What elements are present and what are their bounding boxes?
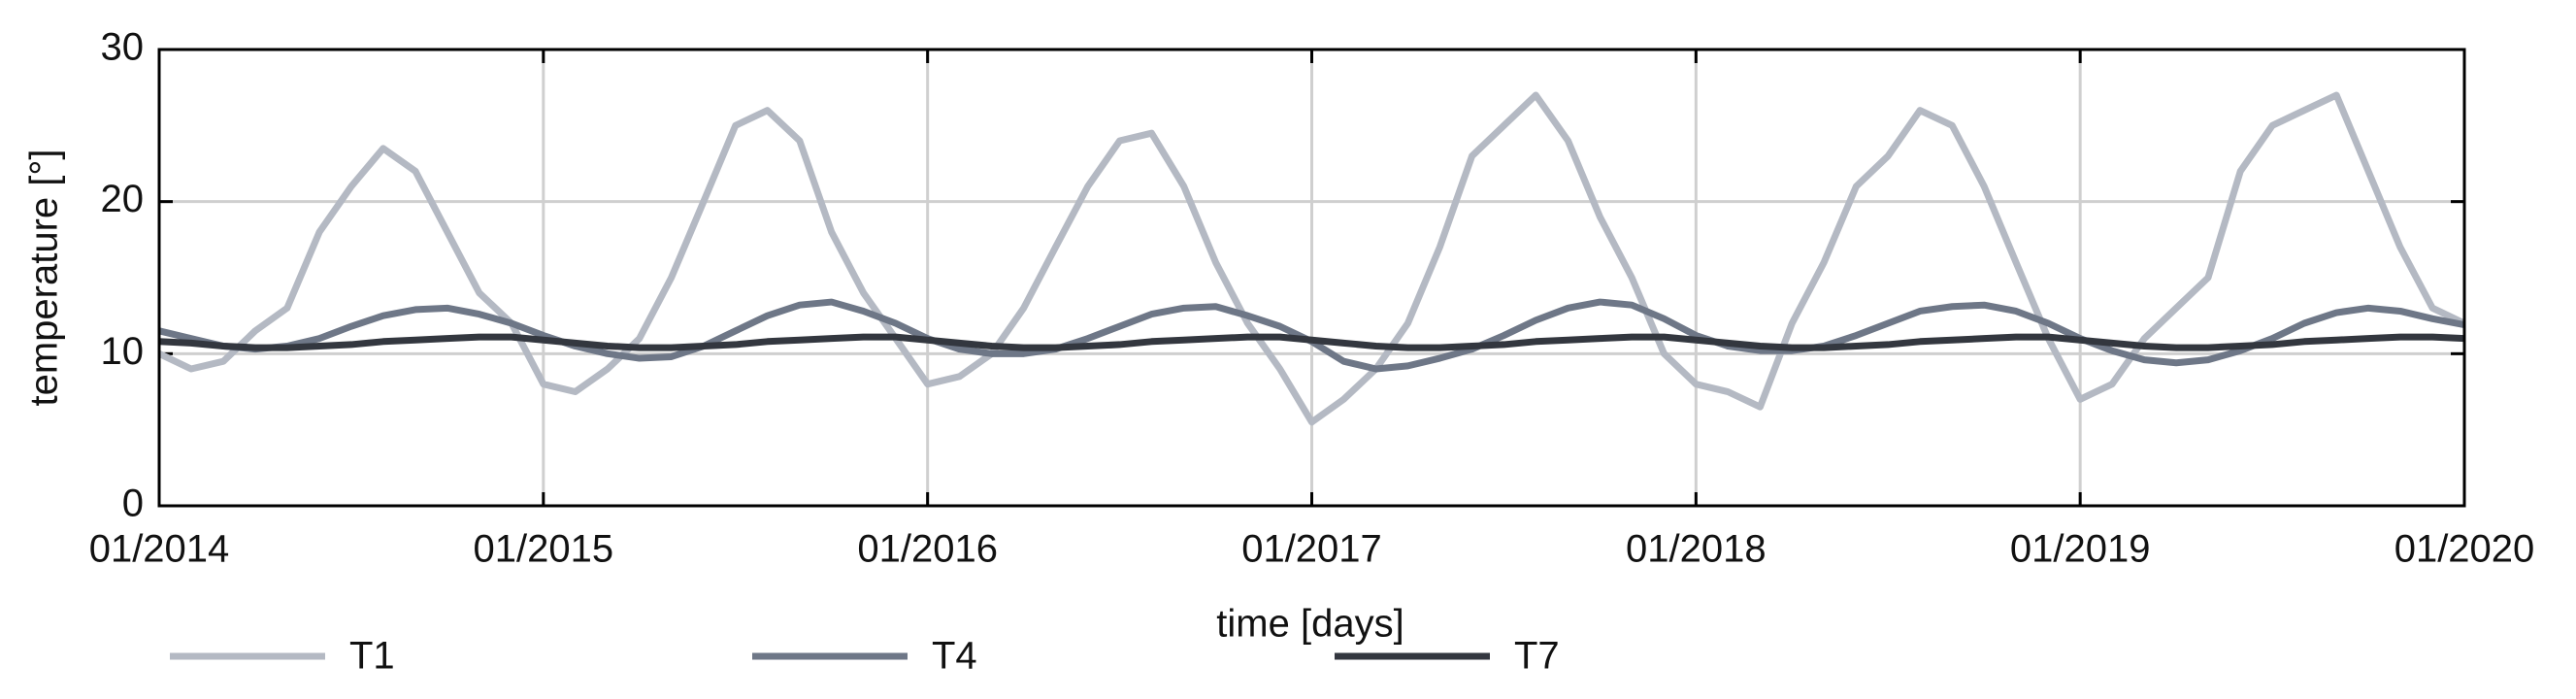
x-tick-label: 01/2020: [2394, 528, 2535, 571]
y-axis-label: temperature [°]: [23, 150, 66, 407]
data-line: [158, 333, 2465, 351]
data-line: [157, 91, 2466, 426]
x-tick-label: 01/2017: [1241, 528, 1382, 571]
y-tick-label: 20: [101, 178, 145, 220]
legend-label: T1: [349, 635, 395, 678]
x-tick-label: 01/2019: [2010, 528, 2151, 571]
y-tick-label: 30: [101, 26, 145, 69]
x-tick-label: 01/2014: [89, 528, 230, 571]
legend-label: T4: [932, 635, 977, 678]
x-axis-label: time [days]: [1216, 603, 1404, 646]
y-tick-label: 0: [122, 483, 144, 525]
x-tick-label: 01/2015: [474, 528, 614, 571]
x-tick-label: 01/2016: [857, 528, 998, 571]
legend-label: T7: [1514, 635, 1560, 678]
x-tick-label: 01/2018: [1626, 528, 1767, 571]
plot-frame: [157, 48, 2466, 508]
y-tick-label: 10: [101, 330, 145, 373]
